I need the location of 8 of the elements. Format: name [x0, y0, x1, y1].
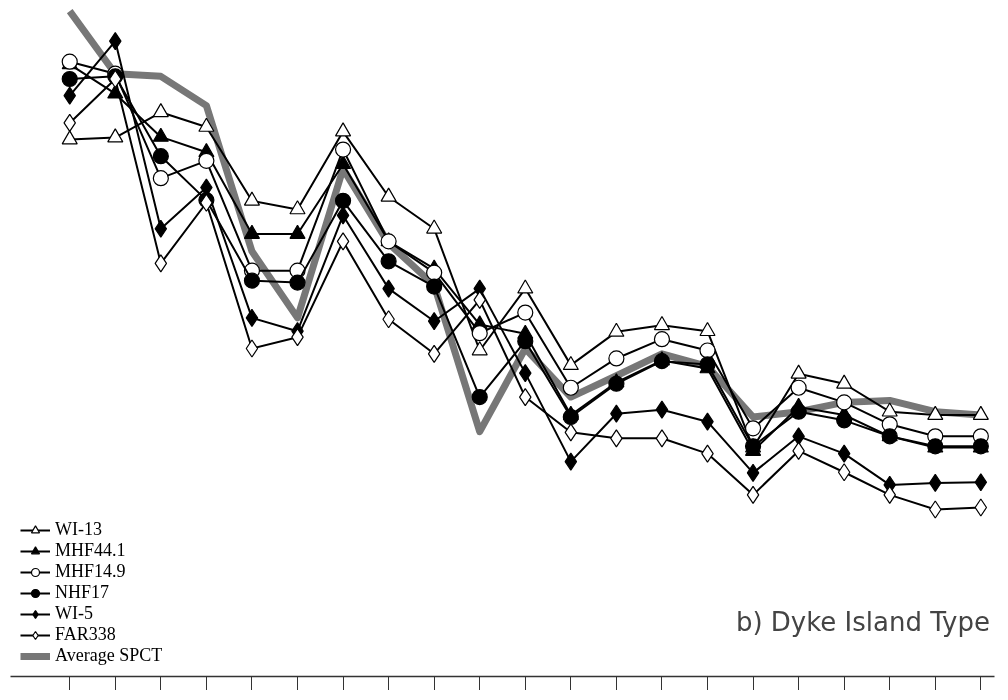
legend-label: WI-5	[55, 603, 93, 624]
legend-label: MHF14.9	[55, 561, 126, 582]
legend-label: Average SPCT	[55, 645, 163, 666]
legend-label: NHF17	[55, 582, 110, 603]
legend-label: WI-13	[55, 519, 102, 540]
legend-label: FAR338	[55, 624, 116, 645]
text: b) Dyke Island Type	[735, 606, 990, 637]
legend-label: MHF44.1	[55, 540, 126, 561]
